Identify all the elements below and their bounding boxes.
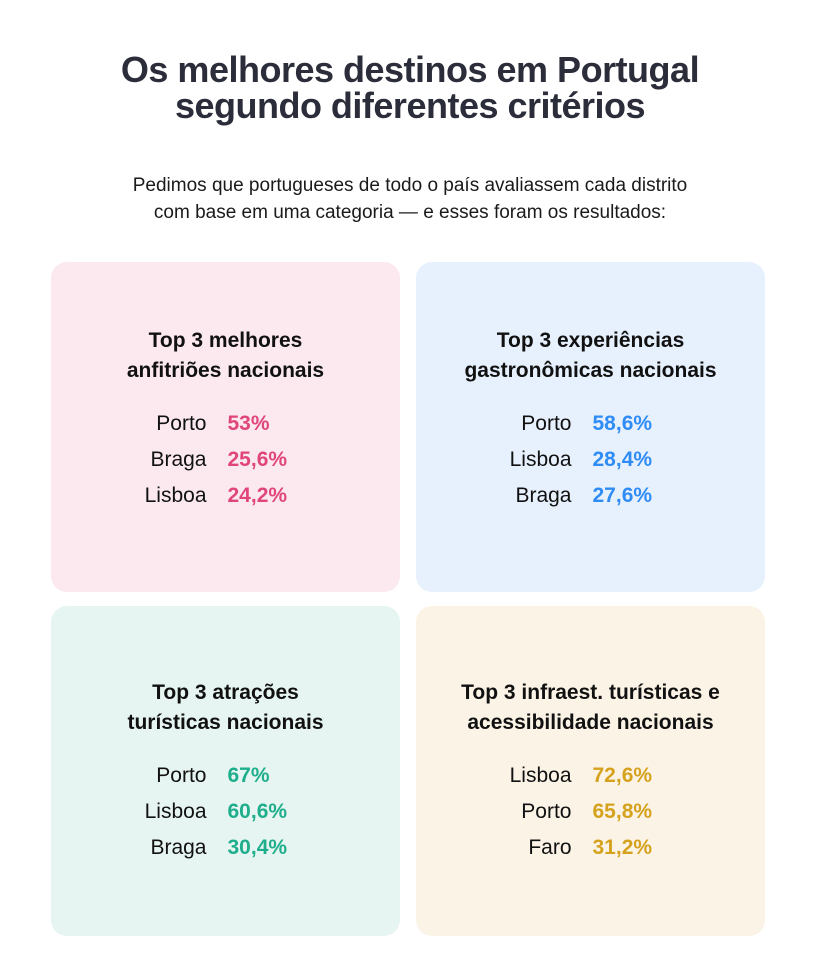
ranking-row: Porto 58,6% <box>416 406 765 442</box>
district-label: Lisboa <box>509 448 572 471</box>
ranking-list: Lisboa 72,6% Porto 65,8% Faro 31,2% <box>416 758 765 866</box>
ranking-row: Porto 67% <box>51 758 400 794</box>
percentage-value: 65,8% <box>592 800 653 823</box>
card-infrastructure: Top 3 infraest. turísticas e acessibilid… <box>416 606 765 936</box>
ranking-row: Faro 31,2% <box>416 830 765 866</box>
ranking-row: Braga 27,6% <box>416 478 765 514</box>
percentage-value: 24,2% <box>227 484 288 507</box>
district-label: Faro <box>528 836 572 859</box>
card-title-line: Top 3 atrações <box>152 681 299 704</box>
card-hosts: Top 3 melhores anfitriões nacionais Port… <box>51 262 400 592</box>
card-title: Top 3 atrações turísticas nacionais <box>127 678 323 738</box>
district-label: Braga <box>515 484 572 507</box>
ranking-row: Braga 30,4% <box>51 830 400 866</box>
title-line: segundo diferentes critérios <box>174 85 646 126</box>
ranking-list: Porto 53% Braga 25,6% Lisboa 24,2% <box>51 406 400 514</box>
district-label: Lisboa <box>509 764 572 787</box>
district-label: Braga <box>150 448 207 471</box>
subtitle-line: Pedimos que portugueses de todo o país a… <box>132 175 688 196</box>
page-title: Os melhores destinos em Portugal segundo… <box>0 52 820 124</box>
page-subtitle: Pedimos que portugueses de todo o país a… <box>0 172 820 226</box>
card-title: Top 3 experiências gastronômicas naciona… <box>464 326 716 386</box>
percentage-value: 27,6% <box>592 484 653 507</box>
card-title-line: anfitriões nacionais <box>126 359 325 382</box>
ranking-list: Porto 58,6% Lisboa 28,4% Braga 27,6% <box>416 406 765 514</box>
card-title: Top 3 infraest. turísticas e acessibilid… <box>461 678 720 738</box>
ranking-row: Porto 65,8% <box>416 794 765 830</box>
card-title-line: acessibilidade nacionais <box>467 711 714 734</box>
ranking-row: Lisboa 72,6% <box>416 758 765 794</box>
district-label: Lisboa <box>144 484 207 507</box>
card-title: Top 3 melhores anfitriões nacionais <box>127 326 324 386</box>
district-label: Braga <box>150 836 207 859</box>
card-gastronomy: Top 3 experiências gastronômicas naciona… <box>416 262 765 592</box>
percentage-value: 28,4% <box>592 448 653 471</box>
ranking-list: Porto 67% Lisboa 60,6% Braga 30,4% <box>51 758 400 866</box>
percentage-value: 53% <box>227 412 270 435</box>
district-label: Porto <box>521 412 572 435</box>
district-label: Porto <box>156 764 207 787</box>
card-title-line: turísticas nacionais <box>127 711 324 734</box>
title-line: Os melhores destinos em Portugal <box>120 49 700 90</box>
percentage-value: 67% <box>227 764 270 787</box>
percentage-value: 72,6% <box>592 764 653 787</box>
percentage-value: 31,2% <box>592 836 653 859</box>
card-title-line: Top 3 melhores <box>148 329 303 352</box>
percentage-value: 58,6% <box>592 412 653 435</box>
ranking-row: Lisboa 28,4% <box>416 442 765 478</box>
percentage-value: 60,6% <box>227 800 288 823</box>
card-title-line: Top 3 infraest. turísticas e <box>461 681 720 704</box>
ranking-row: Lisboa 60,6% <box>51 794 400 830</box>
ranking-row: Lisboa 24,2% <box>51 478 400 514</box>
card-attractions: Top 3 atrações turísticas nacionais Port… <box>51 606 400 936</box>
card-title-line: gastronômicas nacionais <box>464 359 717 382</box>
subtitle-line: com base em uma categoria — e esses fora… <box>153 202 667 223</box>
ranking-row: Braga 25,6% <box>51 442 400 478</box>
percentage-value: 25,6% <box>227 448 288 471</box>
ranking-row: Porto 53% <box>51 406 400 442</box>
district-label: Porto <box>156 412 207 435</box>
district-label: Lisboa <box>144 800 207 823</box>
district-label: Porto <box>521 800 572 823</box>
percentage-value: 30,4% <box>227 836 288 859</box>
card-title-line: Top 3 experiências <box>496 329 685 352</box>
